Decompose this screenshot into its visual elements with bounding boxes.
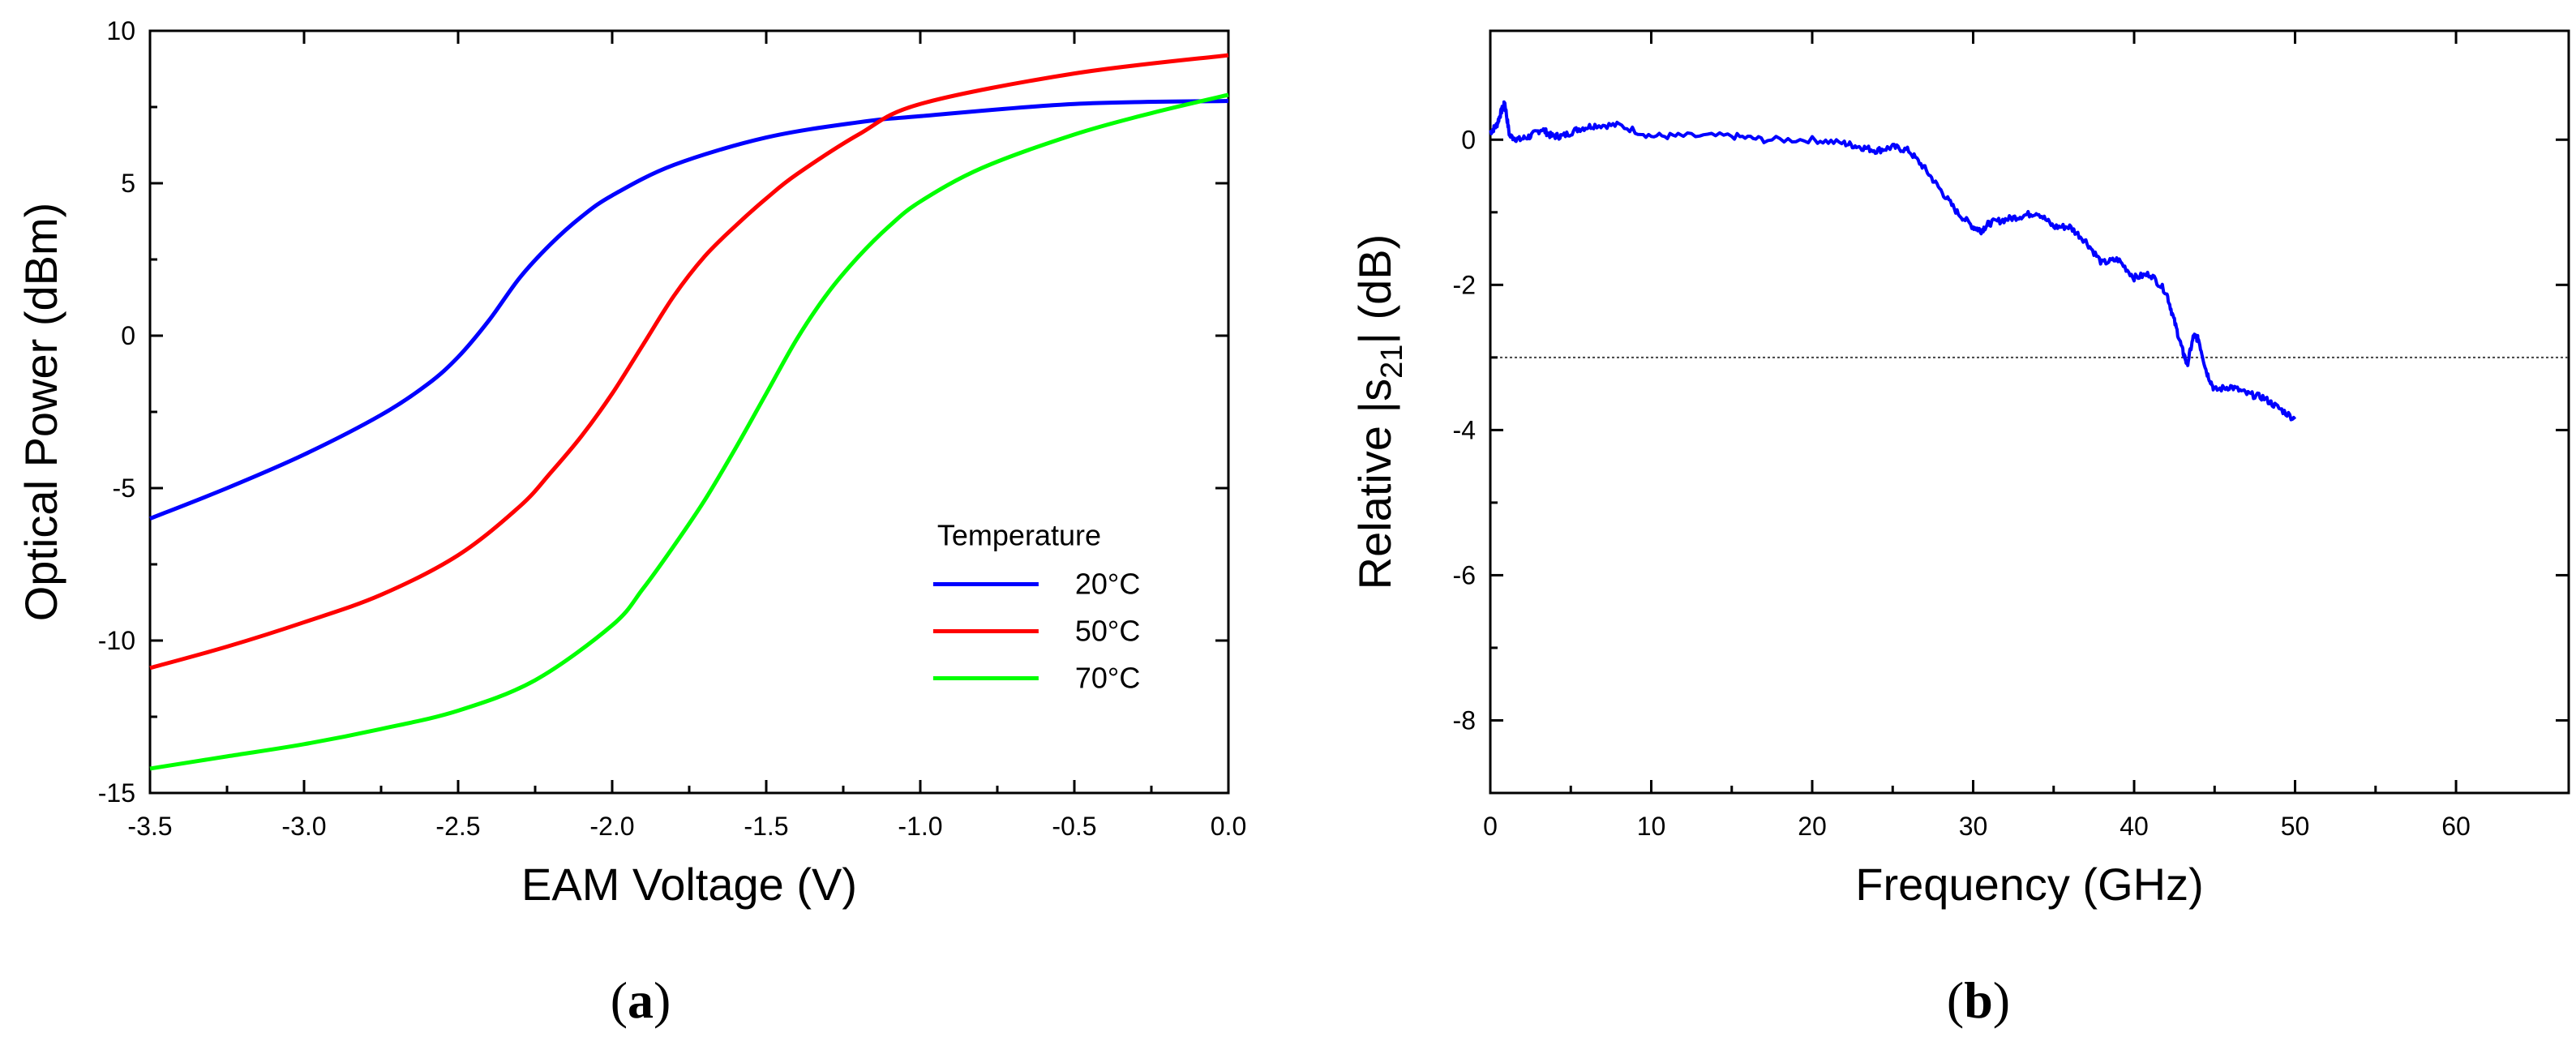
x-tick-label: 40 bbox=[2120, 812, 2149, 841]
panel-label-letter: a bbox=[628, 971, 654, 1029]
y-tick-label: 10 bbox=[106, 16, 135, 45]
y-tick-label: 0 bbox=[121, 321, 135, 350]
panel-b-label: (b) bbox=[1947, 971, 2010, 1029]
y-tick-label: -2 bbox=[1453, 270, 1476, 299]
x-tick-label: 20 bbox=[1798, 812, 1827, 841]
y-tick-label: -15 bbox=[98, 778, 135, 808]
ylabel-subscript: 21 bbox=[1375, 345, 1409, 379]
x-tick-label: 10 bbox=[1637, 812, 1666, 841]
legend-entry-label: 70°C bbox=[1075, 662, 1140, 695]
x-tick-label: -0.5 bbox=[1052, 812, 1096, 841]
x-tick-label: -1.5 bbox=[744, 812, 788, 841]
y-tick-label: -5 bbox=[113, 474, 135, 503]
panel-label-open-paren: ( bbox=[1947, 971, 1964, 1029]
panel-a-x-axis-title: EAM Voltage (V) bbox=[521, 859, 857, 910]
x-tick-label: 50 bbox=[2281, 812, 2310, 841]
x-tick-label: 0.0 bbox=[1211, 812, 1246, 841]
y-tick-label: -8 bbox=[1453, 705, 1476, 735]
y-tick-label: 0 bbox=[1461, 125, 1476, 154]
x-tick-label: -3.5 bbox=[127, 812, 172, 841]
x-tick-label: 0 bbox=[1483, 812, 1498, 841]
y-tick-label: -6 bbox=[1453, 560, 1476, 589]
series-line-s21 bbox=[1489, 100, 2297, 422]
ylabel-main: Relative |s bbox=[1349, 379, 1400, 589]
x-tick-label: -2.5 bbox=[435, 812, 480, 841]
panel-a-plot-frame bbox=[148, 29, 1230, 795]
legend-entry-label: 50°C bbox=[1075, 615, 1140, 648]
panel-b-plot-frame bbox=[1489, 29, 2570, 795]
panel-b-x-axis-title: Frequency (GHz) bbox=[1855, 859, 2203, 910]
series-line-20c bbox=[149, 98, 1229, 521]
panel-b-y-axis-title: Relative |s21| (dB) bbox=[1349, 234, 1409, 590]
legend-title: Temperature bbox=[937, 519, 1101, 552]
ylabel-tail: | (dB) bbox=[1349, 234, 1400, 345]
x-tick-label: -3.0 bbox=[281, 812, 326, 841]
panel-b-chart: 0 10 20 30 40 50 60 0 -2 -4 -6 -8 Frequency (GHz) R… bbox=[1349, 29, 2570, 1029]
panel-a-chart: -3.5 -3.0 -2.5 -2.0 -1.5 -1.0 -0.5 0.0 -15 -10 -5 0… bbox=[15, 16, 1246, 1029]
x-tick-label: -2.0 bbox=[589, 812, 634, 841]
legend-entry-label: 20°C bbox=[1075, 568, 1140, 601]
panel-label-close-paren: ) bbox=[654, 971, 671, 1029]
x-tick-label: 60 bbox=[2441, 812, 2471, 841]
x-tick-label: 30 bbox=[1959, 812, 1988, 841]
y-tick-label: -4 bbox=[1453, 415, 1476, 444]
panel-label-close-paren: ) bbox=[1993, 971, 2010, 1029]
panel-label-open-paren: ( bbox=[611, 971, 628, 1029]
y-tick-label: 5 bbox=[121, 169, 135, 198]
series-line-50c bbox=[149, 53, 1229, 671]
panel-label-letter: b bbox=[1964, 971, 1993, 1029]
x-tick-label: -1.0 bbox=[898, 812, 942, 841]
panel-a-y-axis-title: Optical Power (dBm) bbox=[15, 203, 66, 622]
series-line-70c bbox=[149, 92, 1229, 771]
panel-a-legend: Temperature 20°C 50°C 70°C bbox=[932, 519, 1140, 695]
y-tick-label: -10 bbox=[98, 626, 135, 655]
panel-a-label: (a) bbox=[611, 971, 671, 1029]
